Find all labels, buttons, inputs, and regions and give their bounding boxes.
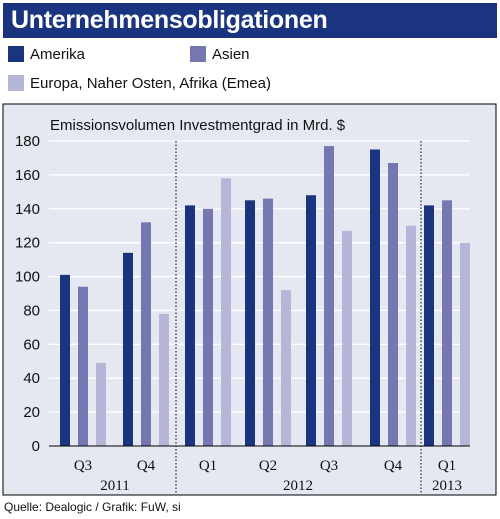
- bar: [424, 205, 434, 446]
- bar: [388, 163, 398, 446]
- bar: [221, 178, 231, 446]
- bar: [324, 146, 334, 447]
- y-tick-label: 0: [32, 438, 40, 455]
- y-tick-label: 140: [15, 201, 40, 218]
- legend-swatch-light-blue-icon: [8, 75, 24, 91]
- y-tick-label: 120: [15, 235, 40, 252]
- y-tick-label: 80: [23, 302, 40, 319]
- chart-subtitle: Emissionsvolumen Investmentgrad in Mrd. …: [50, 117, 346, 134]
- legend-item-emea: Europa, Naher Osten, Afrika (Emea): [8, 74, 271, 92]
- year-separators: [175, 141, 422, 495]
- bar: [96, 362, 106, 446]
- bar: [460, 242, 470, 446]
- bar: [281, 290, 291, 446]
- bar: [245, 200, 255, 446]
- bar: [123, 252, 133, 446]
- x-tick-label: Q3: [320, 458, 338, 474]
- bar: [342, 230, 352, 446]
- legend-label-emea: Europa, Naher Osten, Afrika (Emea): [30, 74, 271, 92]
- legend-swatch-dark-blue-icon: [8, 46, 24, 62]
- grid: [49, 140, 470, 413]
- year-label: 2011: [100, 478, 129, 494]
- x-tick-label: Q4: [137, 458, 156, 474]
- bar: [370, 149, 380, 446]
- legend-label-amerika: Amerika: [30, 45, 86, 63]
- y-tick-label: 40: [23, 370, 40, 387]
- x-tick-label: Q2: [259, 458, 277, 474]
- year-label: 2013: [432, 478, 462, 494]
- chart-header: Unternehmensobligationen: [3, 3, 497, 38]
- y-tick-label: 60: [23, 336, 40, 353]
- bar: [78, 286, 88, 446]
- x-tick-label: Q1: [438, 458, 456, 474]
- bars: [60, 146, 470, 447]
- y-tick-label: 20: [23, 404, 40, 421]
- bar: [60, 274, 70, 446]
- bar: [306, 195, 316, 446]
- bar: [203, 208, 213, 446]
- bar: [141, 222, 151, 446]
- legend-item-asien: Asien: [190, 45, 250, 63]
- bar: [185, 205, 195, 446]
- bar: [442, 200, 452, 446]
- x-tick-label: Q4: [384, 458, 403, 474]
- legend-label-asien: Asien: [212, 45, 250, 63]
- chart-header-title: Unternehmensobligationen: [11, 6, 328, 34]
- bar: [406, 225, 416, 446]
- bar: [159, 313, 169, 446]
- year-label: 2012: [283, 478, 313, 494]
- y-tick-label: 100: [15, 269, 40, 286]
- source-note: Quelle: Dealogic / Grafik: FuW, si: [4, 500, 181, 514]
- legend-item-amerika: Amerika: [8, 45, 85, 63]
- y-tick-labels: 0 20 40 60 80 100 120 140 160 180: [15, 133, 40, 455]
- legend-swatch-medium-blue-icon: [190, 46, 206, 62]
- x-tick-label: Q1: [199, 458, 217, 474]
- y-tick-label: 160: [15, 167, 40, 184]
- y-tick-label: 180: [15, 133, 40, 150]
- x-tick-labels: Q3 Q4 Q1 Q2 Q3 Q4 Q1 2011 2012 2013: [74, 458, 462, 494]
- bar: [263, 198, 273, 446]
- x-tick-label: Q3: [74, 458, 92, 474]
